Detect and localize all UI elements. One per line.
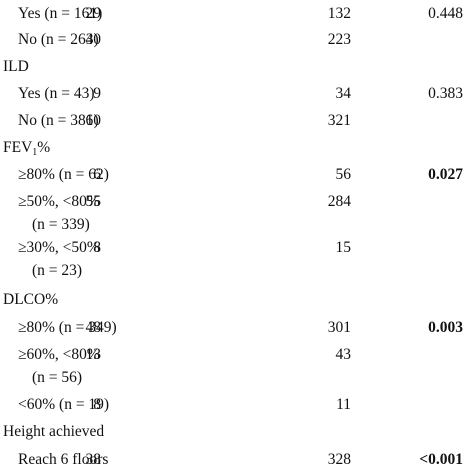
- p-value: <0.001: [419, 451, 463, 468]
- row-label: (n = 56): [32, 369, 83, 386]
- count-a: 38: [85, 451, 102, 468]
- row-label: <60% (n = 19): [18, 396, 110, 413]
- count-b: 43: [335, 346, 352, 363]
- row-label: No (n = 381): [18, 112, 99, 129]
- section-header: FEV1%: [3, 138, 50, 158]
- count-b: 301: [327, 319, 351, 336]
- row-label: Yes (n = 43): [18, 85, 95, 102]
- count-a: 8: [93, 239, 101, 256]
- row-label: ≥60%, <80%: [18, 346, 100, 363]
- section-header: DLCO%: [3, 290, 58, 310]
- count-a: 8: [93, 396, 101, 413]
- p-value: 0.448: [428, 5, 463, 22]
- row-label: ≥30%, <50%: [18, 239, 100, 256]
- header-text: Height achieved: [3, 423, 105, 440]
- row-label: Reach 6 floors: [18, 451, 109, 468]
- count-b: 284: [327, 193, 351, 210]
- row-label: No (n = 263): [18, 31, 99, 48]
- count-b: 56: [335, 166, 352, 183]
- count-a: 55: [85, 193, 102, 210]
- row-label: (n = 339): [32, 216, 90, 233]
- row-label: ≥80% (n = 62): [18, 166, 109, 183]
- header-subscript: 1: [32, 147, 38, 158]
- row-label: ≥50%, <80%: [18, 193, 100, 210]
- count-b: 11: [336, 396, 351, 413]
- row-label: ≥80% (n = 349): [18, 319, 117, 336]
- section-header: Height achieved: [3, 422, 104, 442]
- count-a: 29: [85, 5, 102, 22]
- count-b: 328: [327, 451, 351, 468]
- count-a: 40: [85, 31, 102, 48]
- header-text: DLCO%: [3, 291, 59, 308]
- row-label: Yes (n = 161): [18, 5, 103, 22]
- header-text: ILD: [3, 58, 29, 75]
- count-a: 60: [85, 112, 102, 129]
- section-header: ILD: [3, 57, 29, 77]
- count-b: 15: [335, 239, 352, 256]
- count-a: 6: [93, 166, 101, 183]
- count-b: 34: [335, 85, 352, 102]
- count-a: 48: [85, 319, 102, 336]
- p-value: 0.027: [428, 166, 463, 183]
- count-b: 223: [327, 31, 351, 48]
- count-b: 132: [327, 5, 351, 22]
- p-value: 0.003: [428, 319, 463, 336]
- p-value: 0.383: [428, 85, 463, 102]
- header-suffix: %: [37, 139, 51, 156]
- header-text: FEV: [3, 139, 33, 156]
- count-a: 13: [85, 346, 102, 363]
- row-label: (n = 23): [32, 262, 83, 279]
- count-b: 321: [327, 112, 351, 129]
- count-a: 9: [93, 85, 101, 102]
